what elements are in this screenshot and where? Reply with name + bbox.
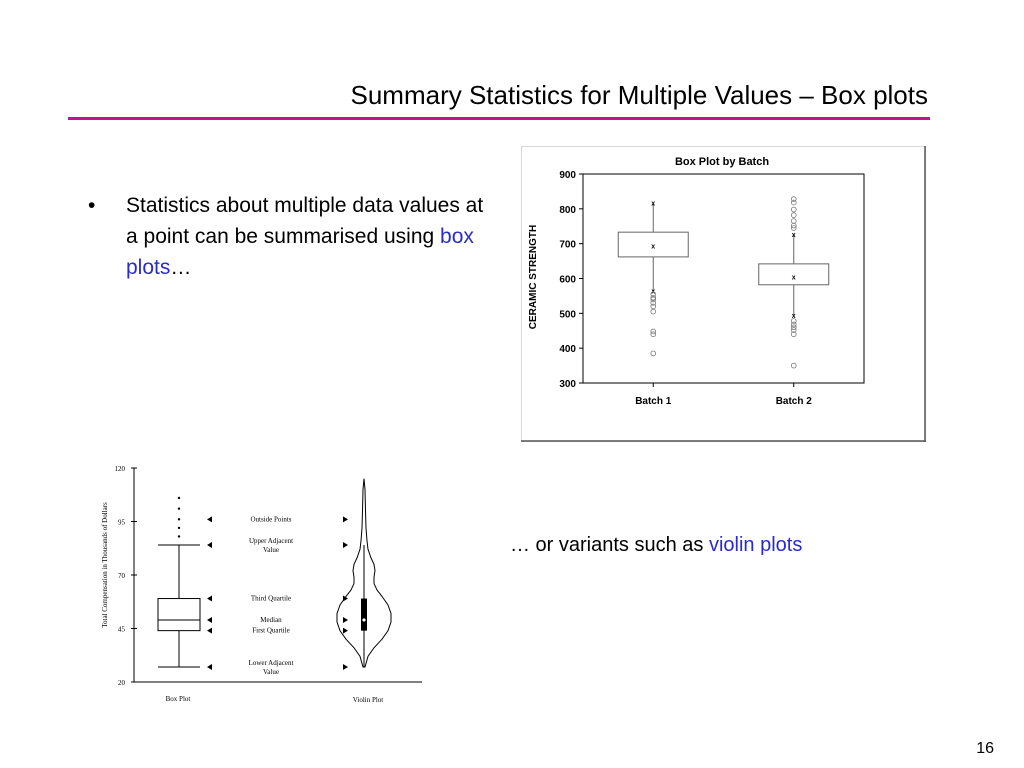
diagram-annotation: Lower Adjacent Value	[207, 659, 348, 676]
diagram-annotation-label: Upper Adjacent Value	[249, 537, 293, 554]
y-tick-label: 400	[559, 344, 576, 355]
violin-plots-link[interactable]: violin plots	[708, 534, 803, 556]
right-arrow-icon	[343, 516, 348, 523]
right-arrow-icon	[343, 664, 348, 671]
outlier-point	[790, 321, 797, 328]
median-marker: x	[651, 243, 655, 250]
diagram-outlier-point	[177, 526, 181, 530]
left-arrow-icon	[207, 542, 212, 549]
violin-median-dot	[362, 618, 366, 622]
diagram-annotation-label: Lower Adjacent Value	[249, 659, 294, 676]
violin-caption: … or variants such as violin plots	[510, 534, 802, 557]
y-tick-label: 600	[559, 275, 576, 286]
outlier-point	[790, 199, 797, 206]
outlier-point	[790, 362, 797, 369]
whisker-end-marker: x	[792, 313, 796, 320]
diagram-annotation-label: Outside Points	[250, 515, 291, 523]
whisker-end-marker: x	[651, 289, 655, 296]
diagram-annotation: Upper Adjacent Value	[207, 537, 348, 554]
right-arrow-icon	[343, 595, 348, 602]
outlier-point	[650, 350, 657, 357]
page-number: 16	[976, 740, 994, 757]
diagram-annotation-label: Third Quartile	[251, 595, 291, 603]
outlier-point	[650, 303, 657, 310]
box-plots-link[interactable]: box plots	[126, 225, 474, 279]
chart-title: Box Plot by Batch	[675, 156, 769, 168]
iqr-box	[617, 231, 689, 258]
diagram-y-tick-label: 120	[115, 465, 126, 473]
diagram-outlier-point	[177, 496, 181, 500]
diagram-annotation-label: Median	[260, 616, 282, 624]
outlier-point	[790, 324, 797, 331]
outlier-point	[650, 291, 657, 297]
bullet-ellipsis: …	[170, 256, 192, 279]
left-arrow-icon	[207, 595, 212, 602]
title-underline	[68, 117, 930, 120]
diagram-x-label-violin-plot: Violin Plot	[353, 696, 384, 704]
left-arrow-icon	[207, 516, 212, 523]
diagram-annotation: First Quartile	[207, 627, 348, 635]
outlier-point	[650, 294, 657, 301]
y-axis-label: CERAMIC STRENGTH	[528, 225, 539, 329]
x-tick-label: Batch 2	[776, 396, 813, 407]
bullet-list: • Statistics about multiple data values …	[88, 190, 488, 283]
whisker-end-marker: x	[651, 201, 655, 208]
y-tick-label: 900	[559, 170, 576, 181]
diagram-outlier-point	[177, 535, 181, 538]
left-arrow-icon	[207, 616, 212, 623]
outlier-point	[650, 300, 657, 306]
diagram-outlier-point	[177, 507, 181, 510]
x-tick-label: Batch 1	[635, 396, 672, 407]
bullet-item: Statistics about multiple data values at…	[126, 190, 488, 283]
diagram-x-label-box-plot: Box Plot	[166, 695, 191, 703]
box-1: x x x	[617, 201, 689, 357]
y-tick-label: 800	[559, 205, 576, 216]
outlier-point	[790, 206, 797, 213]
chart-frame	[521, 146, 926, 442]
bullet-text: Statistics about multiple data values at…	[126, 194, 484, 248]
outlier-point	[790, 327, 797, 333]
outlier-point	[650, 328, 657, 335]
diagram-iqr-box	[157, 598, 201, 632]
diagram-y-tick-label: 20	[118, 679, 126, 687]
whisker-end-marker: x	[792, 232, 796, 239]
right-arrow-icon	[343, 627, 348, 634]
outlier-point	[790, 196, 797, 202]
y-tick-label: 700	[559, 240, 576, 251]
diagram-annotation: Outside Points	[207, 515, 348, 523]
median-marker: x	[792, 274, 796, 281]
diagram-y-tick-label: 45	[118, 626, 126, 634]
right-arrow-icon	[343, 542, 348, 549]
outlier-point	[790, 212, 797, 218]
outlier-point	[790, 331, 797, 338]
violin-iqr-bar	[361, 598, 367, 631]
bullet-marker: •	[88, 194, 96, 217]
y-tick-label: 300	[559, 379, 576, 390]
outlier-point	[650, 296, 657, 303]
left-arrow-icon	[207, 627, 212, 634]
diagram-annotation: Third Quartile	[207, 595, 348, 603]
diagram-annotation-label: First Quartile	[252, 627, 290, 635]
outlier-point	[790, 318, 797, 324]
caption-text: … or variants such as	[510, 534, 709, 556]
outlier-point	[650, 308, 657, 315]
diagram-outlier-point	[177, 518, 181, 521]
outlier-point	[650, 331, 657, 338]
iqr-box	[758, 263, 830, 286]
diagram-y-axis-label: Total Compensation in Thousands of Dolla…	[101, 502, 109, 628]
slide-title: Summary Statistics for Multiple Values –…	[350, 80, 928, 110]
box-violin-diagram: Total Compensation in Thousands of Dolla…	[101, 465, 422, 704]
left-arrow-icon	[207, 664, 212, 671]
diagram-annotation: Median	[207, 616, 348, 624]
batch-box-plot-chart: Box Plot by Batch CERAMIC STRENGTH 300 40…	[521, 146, 926, 442]
box-2: x x x	[758, 196, 830, 369]
outlier-point	[790, 225, 797, 231]
diagram-y-tick-label: 70	[118, 572, 126, 580]
outlier-point	[790, 222, 797, 229]
y-tick-label: 500	[559, 309, 576, 320]
diagram-y-tick-label: 95	[118, 519, 126, 527]
right-arrow-icon	[343, 616, 348, 623]
